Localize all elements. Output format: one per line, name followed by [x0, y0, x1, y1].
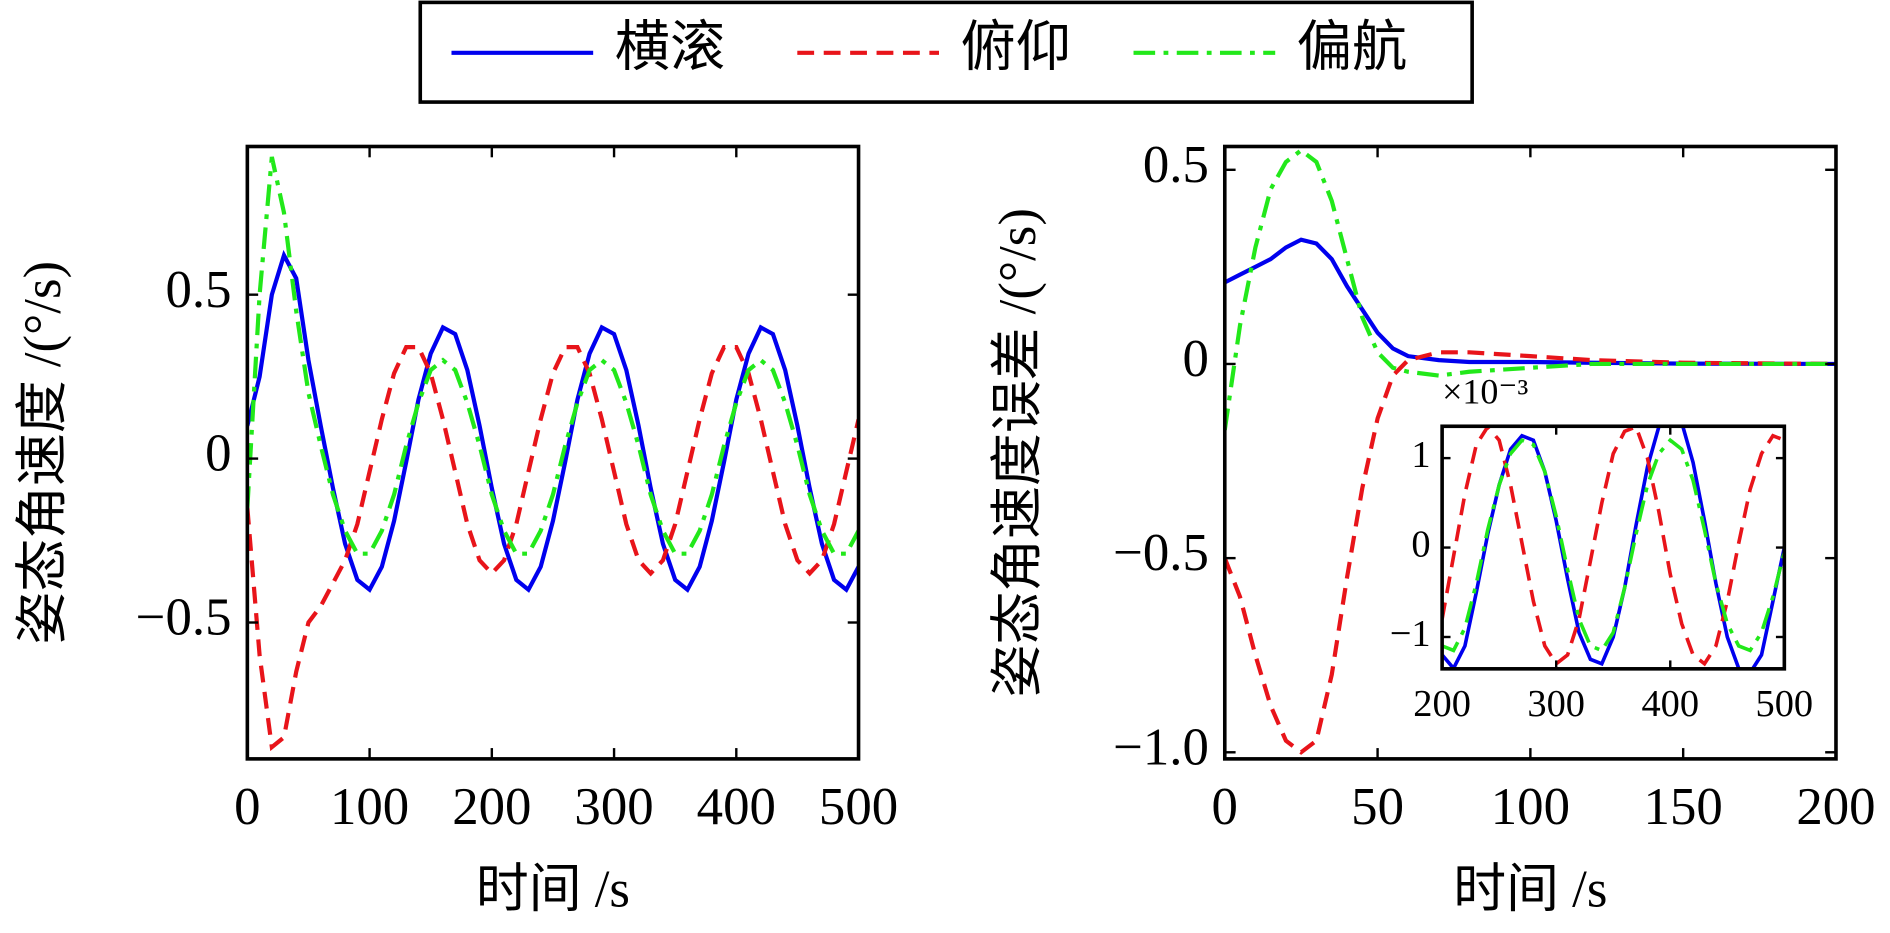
plot-frame — [245, 144, 861, 761]
legend-label: 偏航 — [1297, 17, 1407, 78]
x-axis-label: 时间 /s — [476, 861, 630, 919]
x-tick-label: 100 — [330, 778, 409, 836]
y-tick-label: 0.5 — [1143, 136, 1209, 194]
x-tick-label: 500 — [1756, 683, 1814, 725]
legend-box — [418, 0, 1474, 104]
x-tick-label: 200 — [1413, 683, 1471, 725]
chart: 200 300 400 500 −1 0 1 ×10⁻³ — [1390, 371, 1813, 725]
y-tick-label: −1 — [1390, 613, 1431, 655]
legend: 横滚 俯仰 偏航 — [418, 0, 1474, 104]
x-tick-label: 0 — [234, 778, 260, 836]
chart: 0 100 200 300 400 500 −0.5 0 0.5 时间 /s 姿态角速度 /(°/s… — [14, 144, 898, 919]
x-axis-label: 时间 /s — [1453, 861, 1607, 919]
x-tick-label: 300 — [574, 778, 653, 836]
series-line — [1224, 237, 1836, 367]
x-tick-label: 400 — [697, 778, 776, 836]
y-tick-label: 0.5 — [165, 261, 231, 319]
series-line — [247, 249, 859, 593]
y-axis-label: 姿态角速度误差 /(°/s) — [989, 208, 1047, 697]
series-line — [247, 156, 859, 556]
legend-label: 俯仰 — [961, 17, 1071, 78]
legend-label: 横滚 — [615, 17, 725, 78]
x-tick-label: 150 — [1644, 778, 1723, 836]
axis-multiplier: ×10⁻³ — [1442, 371, 1528, 411]
y-axis-label: 姿态角速度 /(°/s) — [14, 261, 72, 645]
x-tick-label: 300 — [1527, 683, 1585, 725]
y-tick-label: −1.0 — [1113, 718, 1209, 776]
series-line — [1224, 350, 1836, 755]
x-tick-label: 400 — [1641, 683, 1699, 725]
x-tick-label: 50 — [1351, 778, 1404, 836]
x-tick-label: 100 — [1491, 778, 1570, 836]
series-line — [1224, 147, 1836, 431]
y-tick-label: 0 — [1183, 330, 1209, 388]
y-tick-label: −0.5 — [136, 589, 232, 647]
series-line — [1442, 437, 1785, 653]
x-tick-label: 200 — [452, 778, 531, 836]
y-tick-label: −0.5 — [1113, 524, 1209, 582]
x-tick-label: 200 — [1796, 778, 1875, 836]
y-tick-label: 0 — [1411, 523, 1430, 565]
plot-area — [247, 146, 859, 759]
x-tick-label: 500 — [819, 778, 898, 836]
y-tick-label: 0 — [205, 425, 231, 483]
series-line — [247, 345, 859, 752]
x-tick-label: 0 — [1212, 778, 1238, 836]
y-tick-label: 1 — [1411, 434, 1430, 476]
series-line — [1442, 426, 1785, 667]
